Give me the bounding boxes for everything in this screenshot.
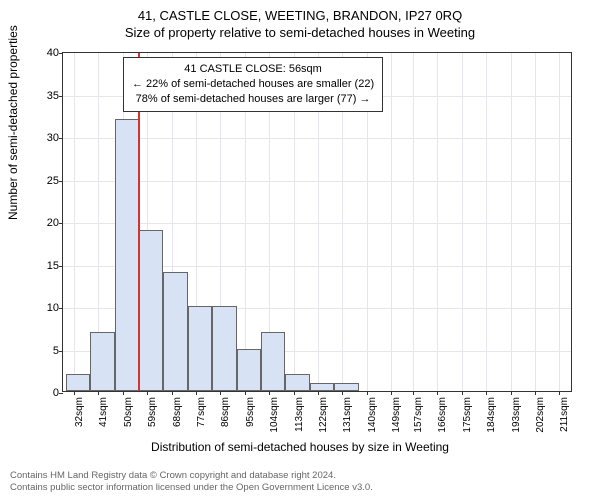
footer-line-1: Contains HM Land Registry data © Crown c… [10,470,373,482]
x-tick-mark [413,391,414,395]
histogram-bar [261,332,285,392]
y-axis-label: Number of semi-detached properties [6,25,20,220]
x-tick-label: 166sqm [437,397,448,433]
y-tick-label: 15 [47,260,59,272]
gridline-v [462,53,463,391]
footer-attribution: Contains HM Land Registry data © Crown c… [10,470,373,494]
x-tick-label: 77sqm [196,397,207,427]
x-tick-label: 122sqm [318,397,329,433]
histogram-bar [139,230,163,392]
x-tick-mark [123,391,124,395]
chart-title-block: 41, CASTLE CLOSE, WEETING, BRANDON, IP27… [0,0,600,40]
histogram-bar [115,119,139,391]
x-axis-label: Distribution of semi-detached houses by … [0,440,600,454]
histogram-bar [237,349,261,392]
x-tick-mark [220,391,221,395]
x-tick-label: 193sqm [511,397,522,433]
x-tick-mark [342,391,343,395]
gridline-v [413,53,414,391]
super-title: 41, CASTLE CLOSE, WEETING, BRANDON, IP27… [0,8,600,23]
x-tick-mark [535,391,536,395]
histogram-bar [163,272,187,391]
y-tick-mark [59,308,63,309]
x-tick-label: 104sqm [269,397,280,433]
x-tick-label: 140sqm [367,397,378,433]
histogram-plot-area: 051015202530354032sqm41sqm50sqm59sqm68sq… [62,52,572,392]
histogram-bar [188,306,212,391]
y-tick-mark [59,138,63,139]
sub-title: Size of property relative to semi-detach… [0,25,600,40]
y-tick-label: 35 [47,90,59,102]
y-tick-mark [59,351,63,352]
x-tick-mark [486,391,487,395]
x-tick-mark [196,391,197,395]
gridline-v [535,53,536,391]
x-tick-label: 131sqm [342,397,353,433]
histogram-bar [90,332,114,392]
y-tick-label: 25 [47,175,59,187]
x-tick-mark [245,391,246,395]
x-tick-mark [318,391,319,395]
histogram-bar [334,383,358,392]
x-tick-mark [437,391,438,395]
y-tick-mark [59,96,63,97]
x-tick-label: 211sqm [559,397,570,432]
x-tick-label: 95sqm [245,397,256,427]
x-tick-label: 157sqm [413,397,424,433]
y-tick-mark [59,223,63,224]
y-tick-label: 30 [47,132,59,144]
y-tick-label: 10 [47,302,59,314]
annotation-box: 41 CASTLE CLOSE: 56sqm ← 22% of semi-det… [123,57,383,112]
gridline-v [391,53,392,391]
gridline-v [486,53,487,391]
x-tick-label: 32sqm [74,397,85,427]
y-tick-mark [59,393,63,394]
y-tick-label: 20 [47,217,59,229]
annotation-line-2: ← 22% of semi-detached houses are smalle… [132,77,374,92]
y-tick-label: 40 [47,47,59,59]
histogram-bar [310,383,334,392]
x-tick-label: 184sqm [486,397,497,433]
x-tick-label: 59sqm [147,397,158,427]
x-tick-mark [462,391,463,395]
x-tick-label: 149sqm [391,397,402,433]
annotation-line-1: 41 CASTLE CLOSE: 56sqm [132,62,374,77]
x-tick-label: 113sqm [294,397,305,432]
x-tick-mark [147,391,148,395]
y-tick-mark [59,266,63,267]
gridline-v [74,53,75,391]
histogram-bar [66,374,90,391]
gridline-v [511,53,512,391]
x-tick-label: 202sqm [535,397,546,433]
x-tick-mark [269,391,270,395]
annotation-line-3: 78% of semi-detached houses are larger (… [132,92,374,107]
y-tick-mark [59,181,63,182]
gridline-v [437,53,438,391]
x-tick-label: 68sqm [172,397,183,427]
x-tick-mark [74,391,75,395]
x-tick-mark [511,391,512,395]
x-tick-mark [367,391,368,395]
x-tick-label: 50sqm [123,397,134,427]
histogram-bar [212,306,236,391]
x-tick-label: 41sqm [98,397,109,427]
x-tick-mark [98,391,99,395]
y-tick-mark [59,53,63,54]
x-tick-label: 86sqm [220,397,231,427]
x-tick-mark [294,391,295,395]
x-tick-label: 175sqm [462,397,473,433]
x-tick-mark [391,391,392,395]
gridline-v [559,53,560,391]
x-tick-mark [172,391,173,395]
x-tick-mark [559,391,560,395]
footer-line-2: Contains public sector information licen… [10,482,373,494]
histogram-bar [285,374,309,391]
